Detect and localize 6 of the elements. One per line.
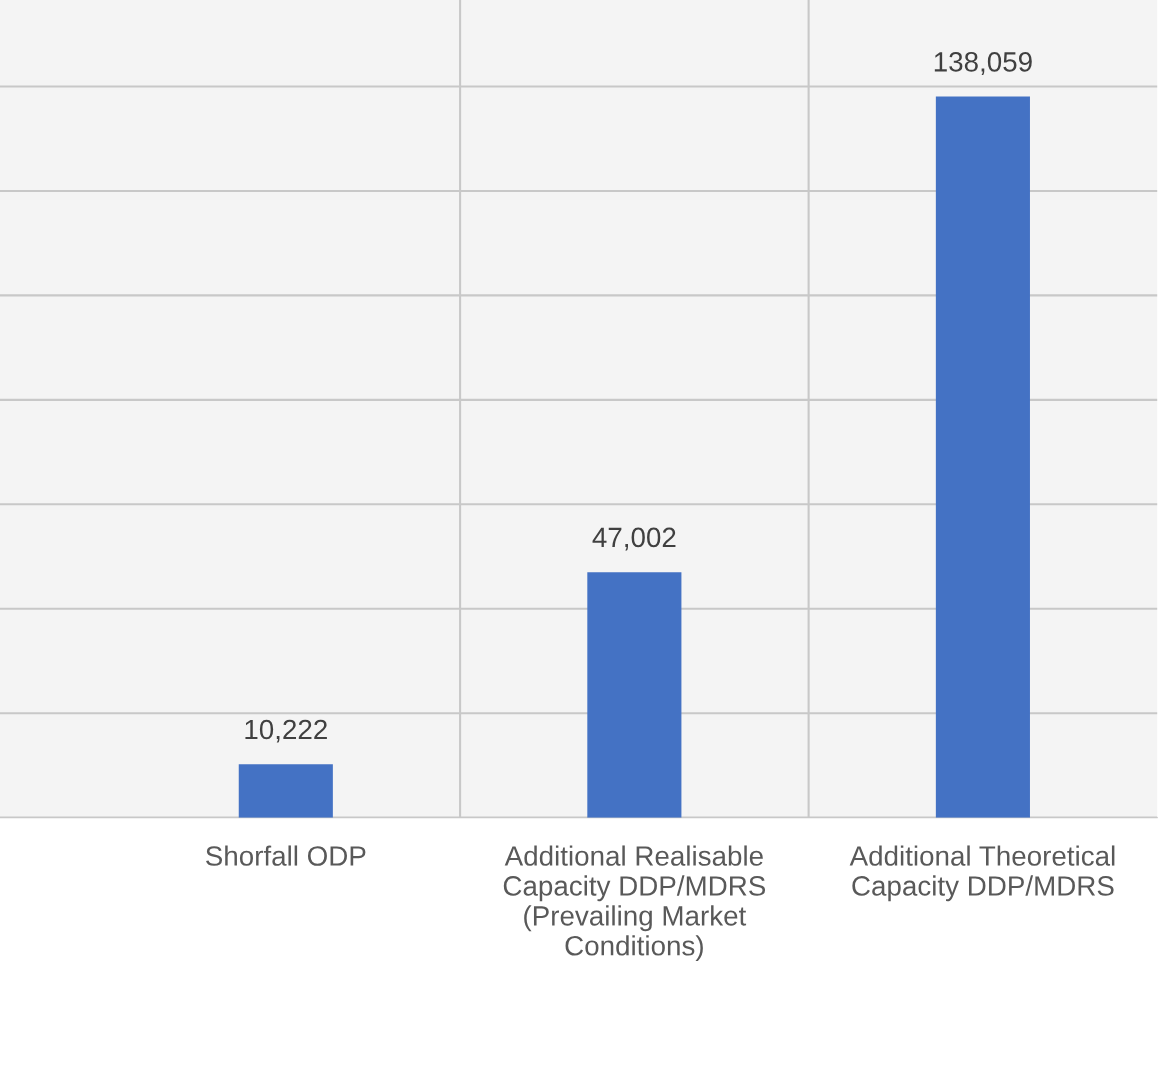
data-label: 47,002	[592, 527, 676, 551]
data-label: 138,059	[934, 52, 1032, 75]
data-label: 10,222	[245, 719, 327, 743]
x-tick-label: Shorfall ODP	[206, 845, 366, 866]
x-tick-label: Additional Theoretical Capacity DDP/MDRS	[849, 845, 1115, 902]
x-tick-label: Additional Realisable Capacity DDP/MDRS (Prevailing Market Conditions)	[503, 845, 766, 962]
